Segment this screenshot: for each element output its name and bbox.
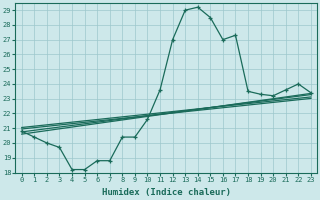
X-axis label: Humidex (Indice chaleur): Humidex (Indice chaleur) (102, 188, 231, 197)
